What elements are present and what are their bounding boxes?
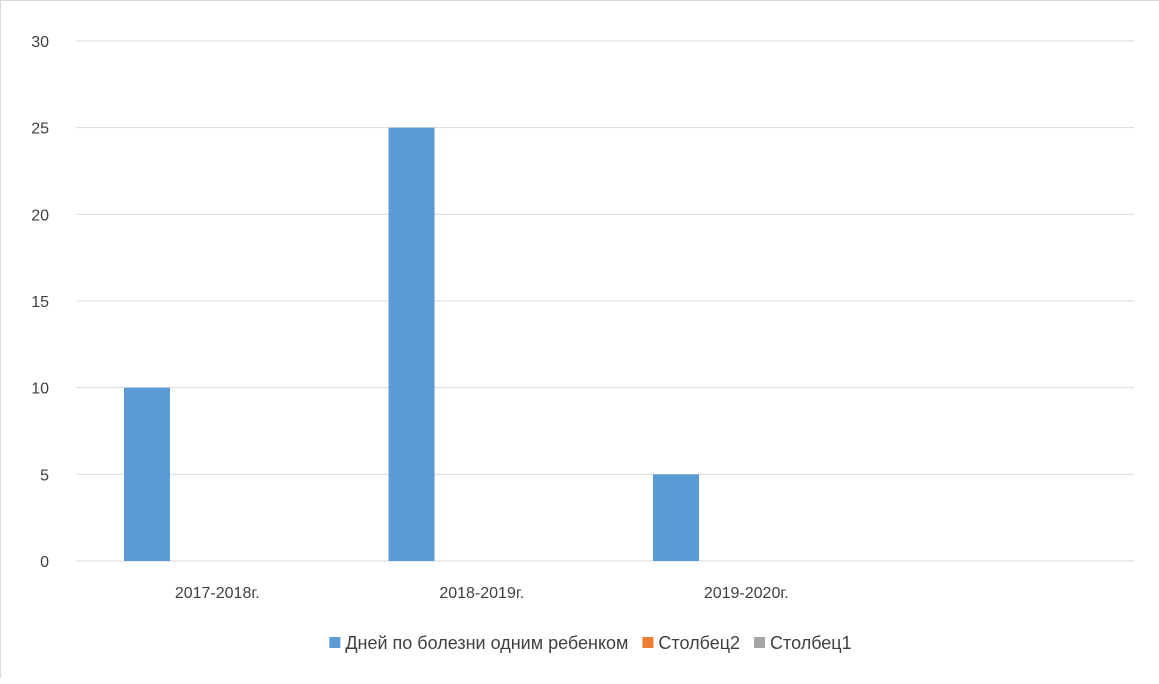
y-tick-label: 0: [40, 554, 49, 571]
x-tick-label: 2018-2019г.: [439, 585, 524, 602]
legend-label: Столбец1: [770, 633, 852, 653]
bar: [388, 127, 435, 562]
y-tick-label: 20: [31, 207, 49, 224]
bar: [124, 387, 170, 561]
gridlines: [76, 40, 1134, 562]
bar: [653, 474, 699, 561]
x-axis-tick-labels: 2017-2018г. 2018-2019г. 2019-2020г.: [175, 585, 789, 602]
legend-swatch: [329, 637, 341, 648]
legend-swatch: [754, 637, 766, 648]
y-tick-label: 30: [31, 34, 49, 51]
y-tick-label: 5: [40, 467, 49, 484]
bars: [124, 127, 699, 562]
legend-label: Дней по болезни одним ребенком: [345, 633, 628, 653]
y-tick-label: 10: [31, 381, 49, 398]
y-axis-tick-labels: 0 5 10 15 20 25 30: [31, 34, 49, 571]
x-tick-label: 2017-2018г.: [175, 585, 260, 602]
y-tick-label: 25: [31, 121, 49, 138]
legend-swatch: [642, 637, 654, 648]
y-tick-label: 15: [31, 294, 49, 311]
x-tick-label: 2019-2020г.: [704, 585, 789, 602]
legend-label: Столбец2: [658, 633, 740, 653]
legend: Дней по болезни одним ребенком Столбец2 Ст…: [329, 633, 852, 653]
